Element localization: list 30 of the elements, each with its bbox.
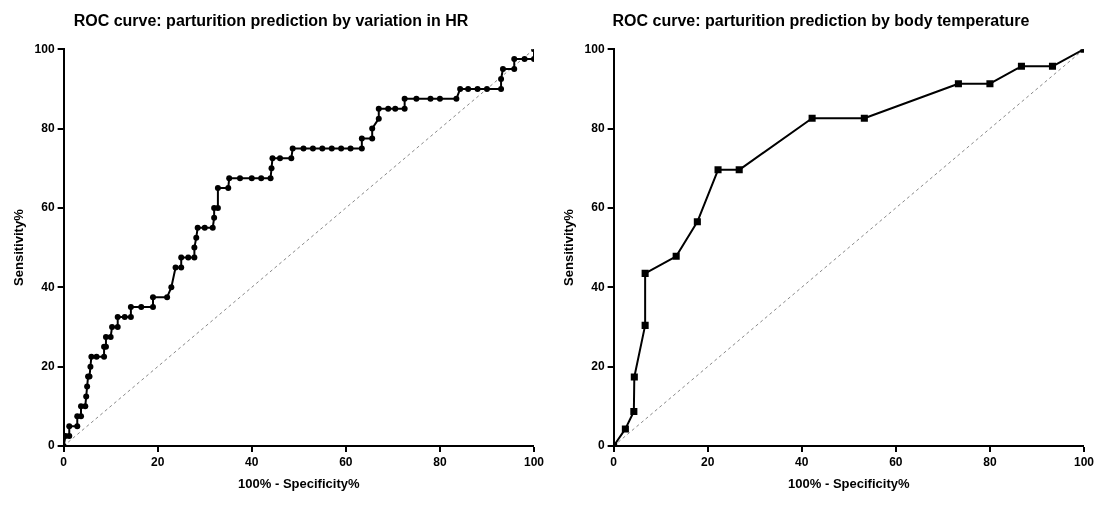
x-tick-label: 80 [433,454,447,469]
x-tick-label: 40 [245,454,259,469]
y-tick-label: 40 [41,279,55,294]
x-tick-label: 80 [983,454,997,469]
chart-title: ROC curve: parturition prediction by body temperature [612,12,1030,30]
y-axis-title: Sensitivity% [11,208,27,286]
x-tick-label: 20 [151,454,165,469]
y-tick-label: 0 [47,438,55,453]
x-axis-title: 100% - Specificity% [788,475,910,491]
y-tick-label: 100 [584,41,605,56]
y-tick-label: 80 [41,120,55,135]
x-axis-title: 100% - Specificity% [238,475,360,491]
y-tick-label: 60 [591,200,605,215]
y-tick-label: 80 [591,120,605,135]
y-tick-label: 100 [34,41,55,56]
x-tick-label: 100 [1073,454,1095,469]
x-tick-label: 20 [701,454,715,469]
y-tick-label: 20 [41,358,55,373]
x-tick-label: 60 [889,454,903,469]
x-tick-label: 0 [60,454,68,469]
y-tick-label: 20 [591,358,605,373]
x-tick-label: 40 [795,454,809,469]
x-tick-label: 60 [339,454,353,469]
y-axis-title: Sensitivity% [561,208,577,286]
y-tick-label: 40 [591,279,605,294]
x-tick-label: 100 [523,454,545,469]
x-tick-label: 0 [610,454,618,469]
chart-title: ROC curve: parturition prediction by variation in HR [73,12,469,30]
y-tick-label: 60 [41,200,55,215]
y-tick-label: 0 [597,438,605,453]
